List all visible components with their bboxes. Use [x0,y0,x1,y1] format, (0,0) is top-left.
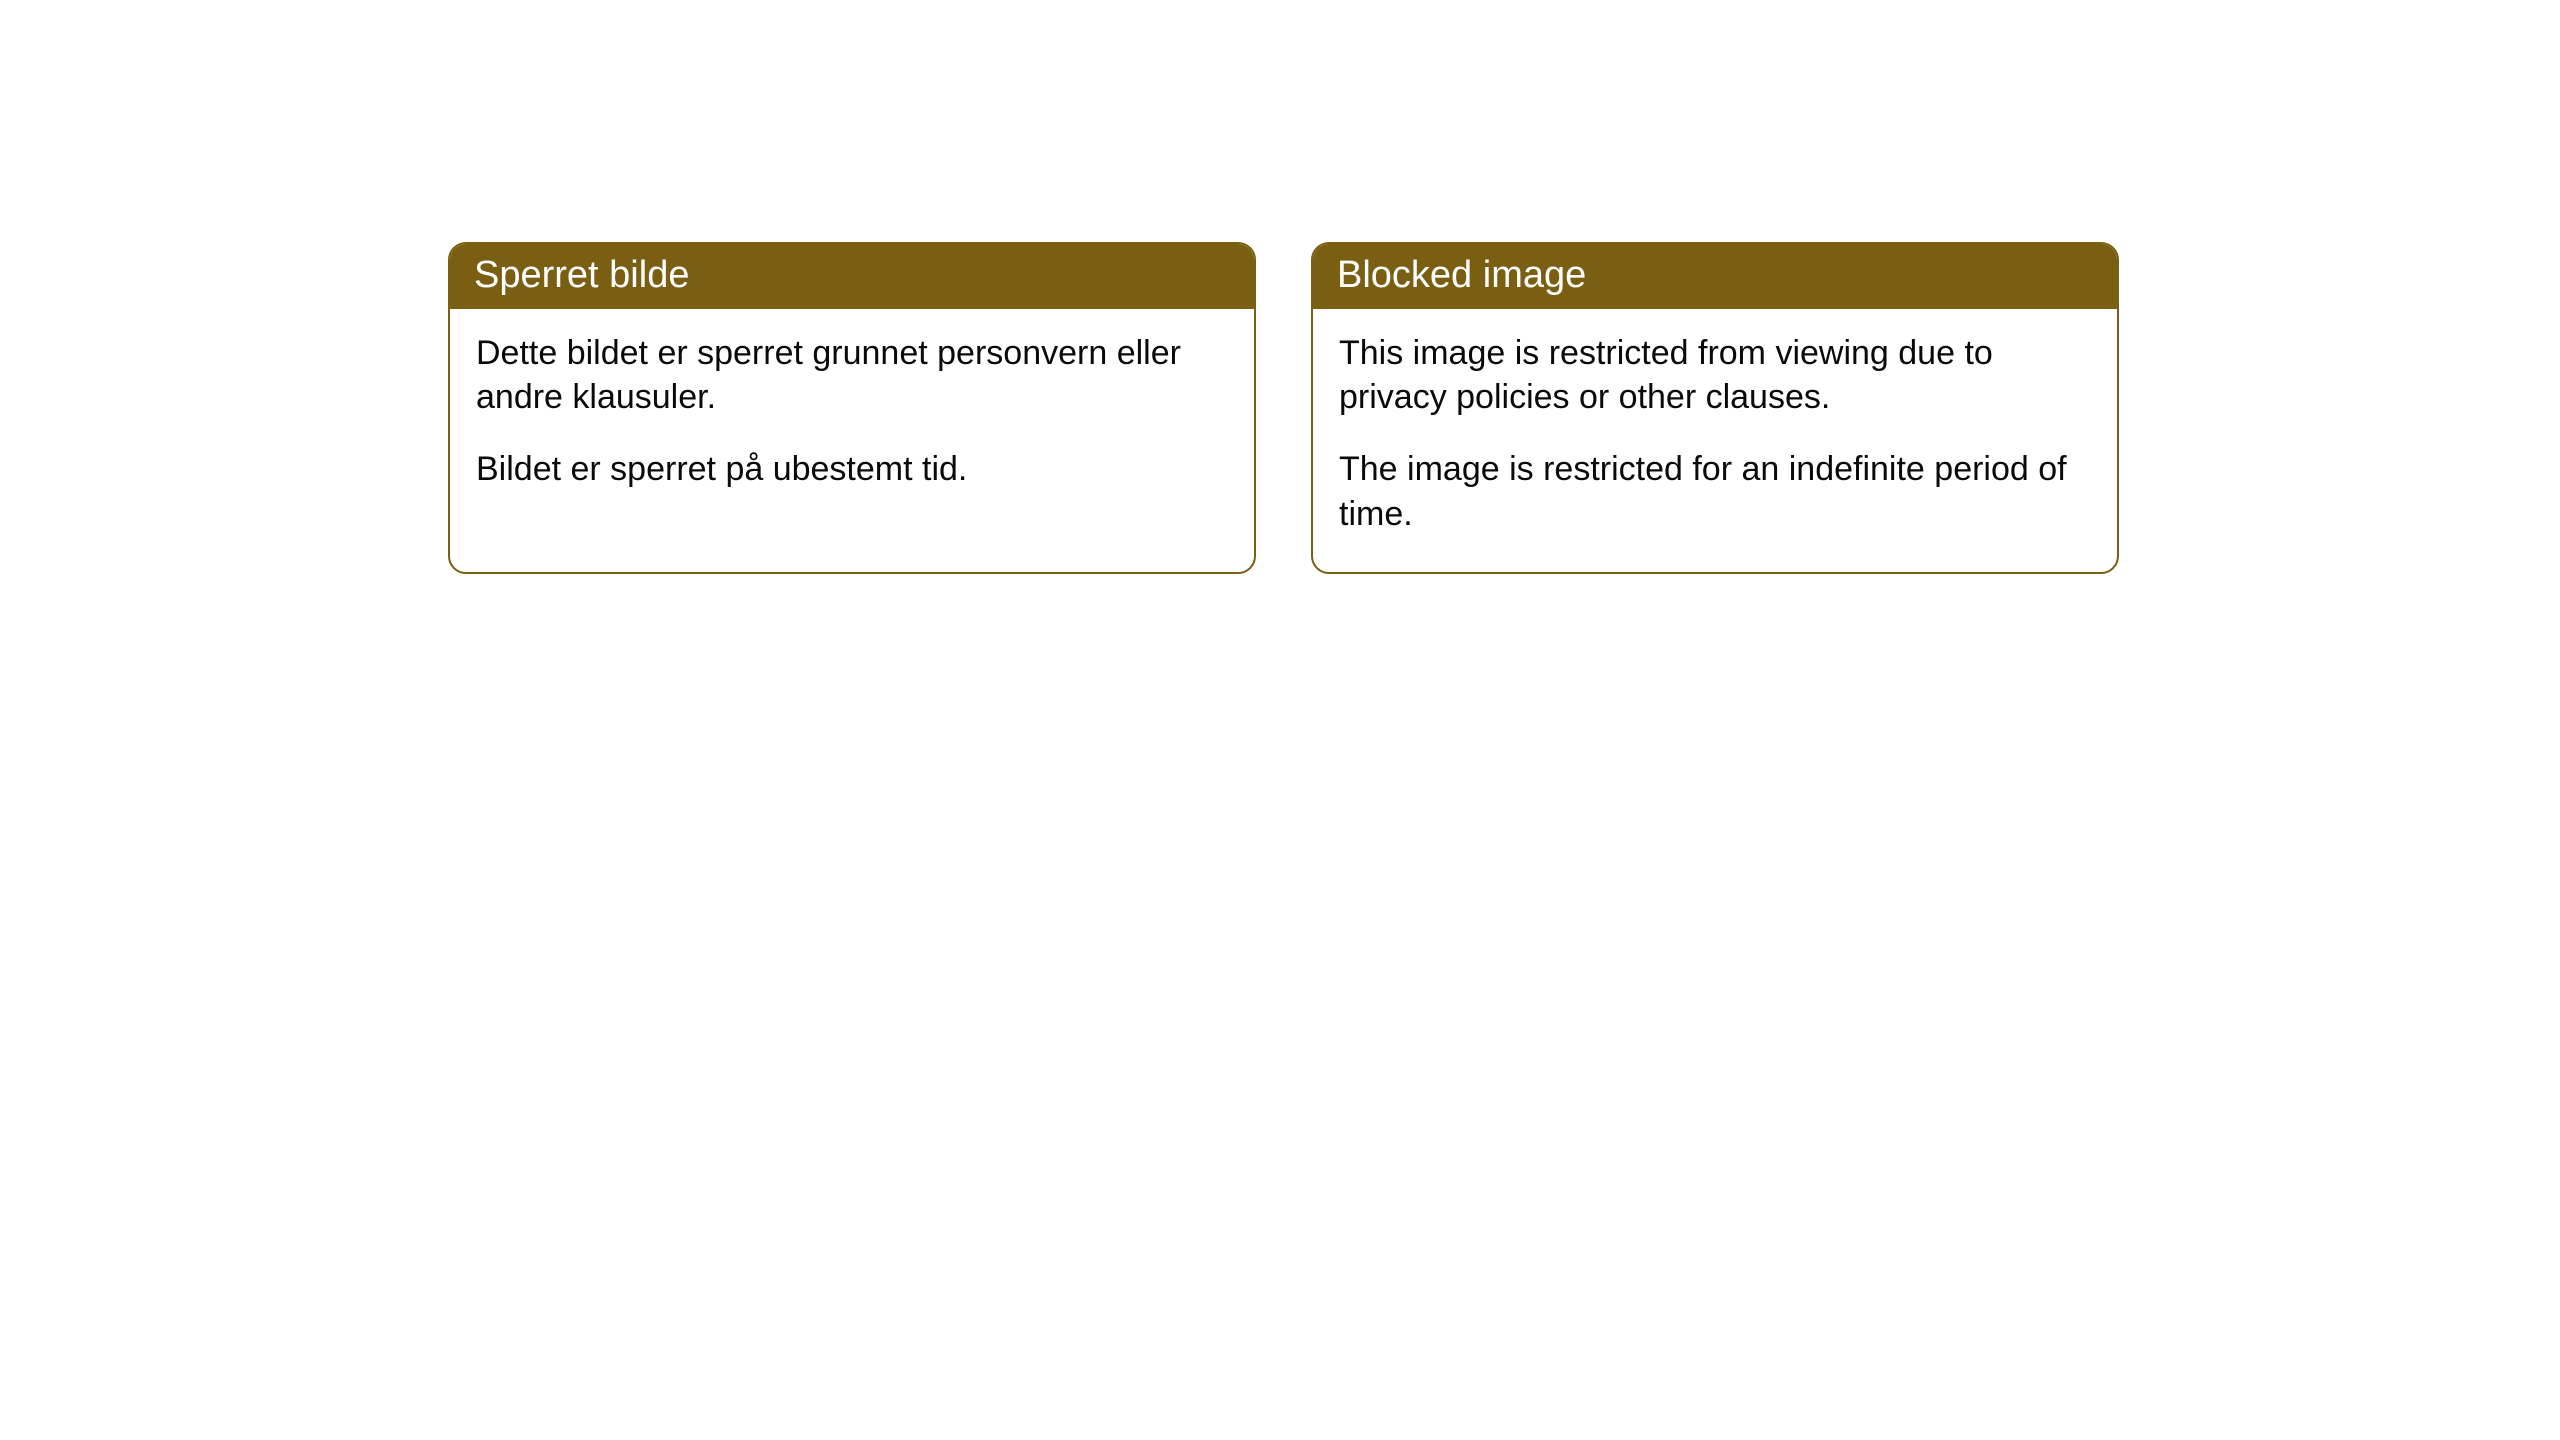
card-header-english: Blocked image [1313,244,2117,309]
card-body-norwegian: Dette bildet er sperret grunnet personve… [450,309,1254,528]
card-paragraph-1: This image is restricted from viewing du… [1339,331,2091,419]
card-norwegian: Sperret bilde Dette bildet er sperret gr… [448,242,1256,574]
cards-container: Sperret bilde Dette bildet er sperret gr… [448,242,2119,574]
card-body-english: This image is restricted from viewing du… [1313,309,2117,572]
card-english: Blocked image This image is restricted f… [1311,242,2119,574]
card-header-norwegian: Sperret bilde [450,244,1254,309]
card-title: Sperret bilde [474,254,689,296]
card-paragraph-2: The image is restricted for an indefinit… [1339,447,2091,535]
card-paragraph-1: Dette bildet er sperret grunnet personve… [476,331,1228,419]
card-title: Blocked image [1337,254,1586,296]
card-paragraph-2: Bildet er sperret på ubestemt tid. [476,447,1228,491]
